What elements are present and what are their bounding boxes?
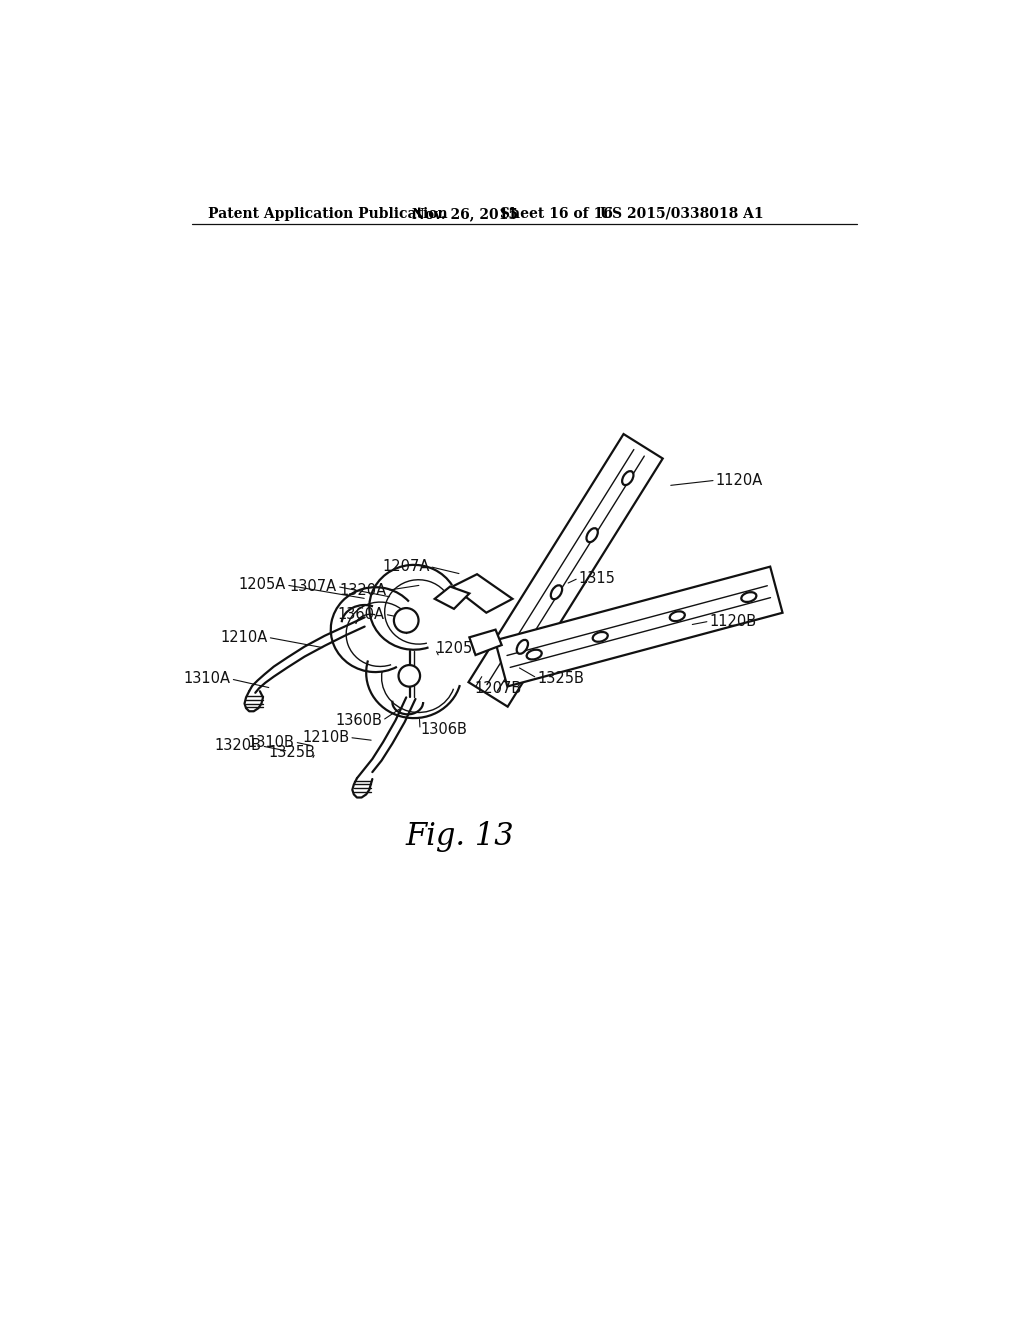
Polygon shape bbox=[469, 630, 502, 655]
Text: Nov. 26, 2015: Nov. 26, 2015 bbox=[412, 207, 517, 220]
Text: 1315: 1315 bbox=[579, 570, 615, 586]
Polygon shape bbox=[495, 566, 782, 686]
Text: US 2015/0338018 A1: US 2015/0338018 A1 bbox=[600, 207, 764, 220]
Text: 1325B: 1325B bbox=[268, 746, 315, 760]
Text: 1310B: 1310B bbox=[248, 734, 295, 750]
Text: 1325B: 1325B bbox=[538, 671, 584, 685]
Text: 1310A: 1310A bbox=[183, 672, 230, 686]
Ellipse shape bbox=[587, 528, 598, 543]
Ellipse shape bbox=[741, 593, 757, 602]
Text: 1120B: 1120B bbox=[710, 614, 757, 628]
Text: 1360B: 1360B bbox=[336, 713, 382, 729]
Ellipse shape bbox=[551, 585, 562, 599]
Text: 1205A: 1205A bbox=[239, 577, 286, 593]
Text: 1306B: 1306B bbox=[420, 722, 467, 738]
Text: 1120A: 1120A bbox=[716, 473, 763, 488]
Ellipse shape bbox=[623, 471, 634, 484]
Ellipse shape bbox=[593, 632, 608, 642]
Ellipse shape bbox=[517, 640, 528, 653]
Polygon shape bbox=[469, 434, 663, 706]
Text: 1207A: 1207A bbox=[382, 558, 429, 574]
Text: 1205B: 1205B bbox=[435, 642, 482, 656]
Text: Patent Application Publication: Patent Application Publication bbox=[208, 207, 447, 220]
Circle shape bbox=[394, 609, 419, 632]
Ellipse shape bbox=[526, 649, 542, 660]
Text: Sheet 16 of 16: Sheet 16 of 16 bbox=[500, 207, 613, 220]
Text: Fig. 13: Fig. 13 bbox=[406, 821, 514, 851]
Text: 1320A: 1320A bbox=[340, 583, 387, 598]
Polygon shape bbox=[435, 586, 469, 609]
Text: 1307A: 1307A bbox=[290, 579, 337, 594]
Text: 1320B: 1320B bbox=[214, 738, 261, 754]
Polygon shape bbox=[453, 574, 512, 612]
Text: 1210A: 1210A bbox=[220, 630, 267, 645]
Ellipse shape bbox=[670, 611, 685, 622]
Text: 1210B: 1210B bbox=[302, 730, 349, 744]
Text: 1360A: 1360A bbox=[338, 607, 385, 622]
Text: 1207B: 1207B bbox=[475, 681, 522, 696]
Circle shape bbox=[398, 665, 420, 686]
